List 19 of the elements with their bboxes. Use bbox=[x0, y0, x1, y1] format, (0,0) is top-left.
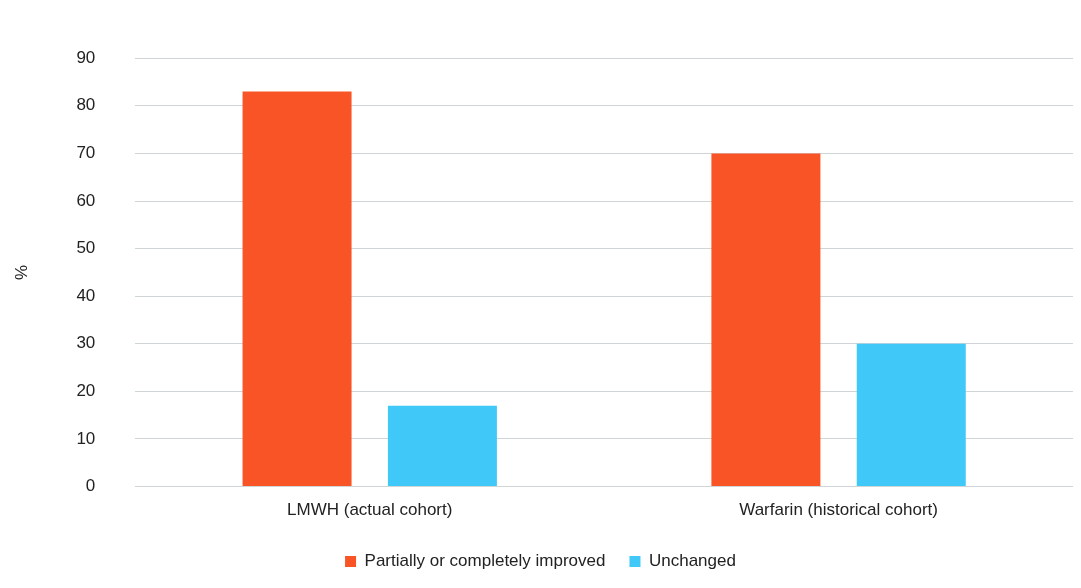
y-tick-label: 20 bbox=[76, 381, 96, 401]
y-tick-label: 60 bbox=[76, 190, 96, 210]
y-tick-label: 30 bbox=[76, 333, 96, 353]
bar bbox=[242, 91, 352, 487]
y-axis-title: % bbox=[11, 264, 31, 280]
y-tick-label: 10 bbox=[76, 428, 96, 448]
y-tick-label: 0 bbox=[85, 476, 96, 496]
y-tick-label: 80 bbox=[76, 95, 96, 115]
bar bbox=[387, 405, 497, 487]
bar bbox=[711, 153, 821, 487]
y-tick-label: 40 bbox=[76, 285, 96, 305]
legend-label: Unchanged bbox=[648, 551, 736, 571]
x-tick-label: LMWH (actual cohort) bbox=[287, 500, 453, 520]
x-tick-label: Warfarin (historical cohort) bbox=[739, 500, 938, 520]
bar bbox=[856, 343, 966, 487]
y-tick-label: 90 bbox=[76, 47, 96, 67]
y-tick-label: 50 bbox=[76, 238, 96, 258]
y-tick-label: 70 bbox=[76, 143, 96, 163]
legend-label: Partially or completely improved bbox=[364, 551, 606, 571]
